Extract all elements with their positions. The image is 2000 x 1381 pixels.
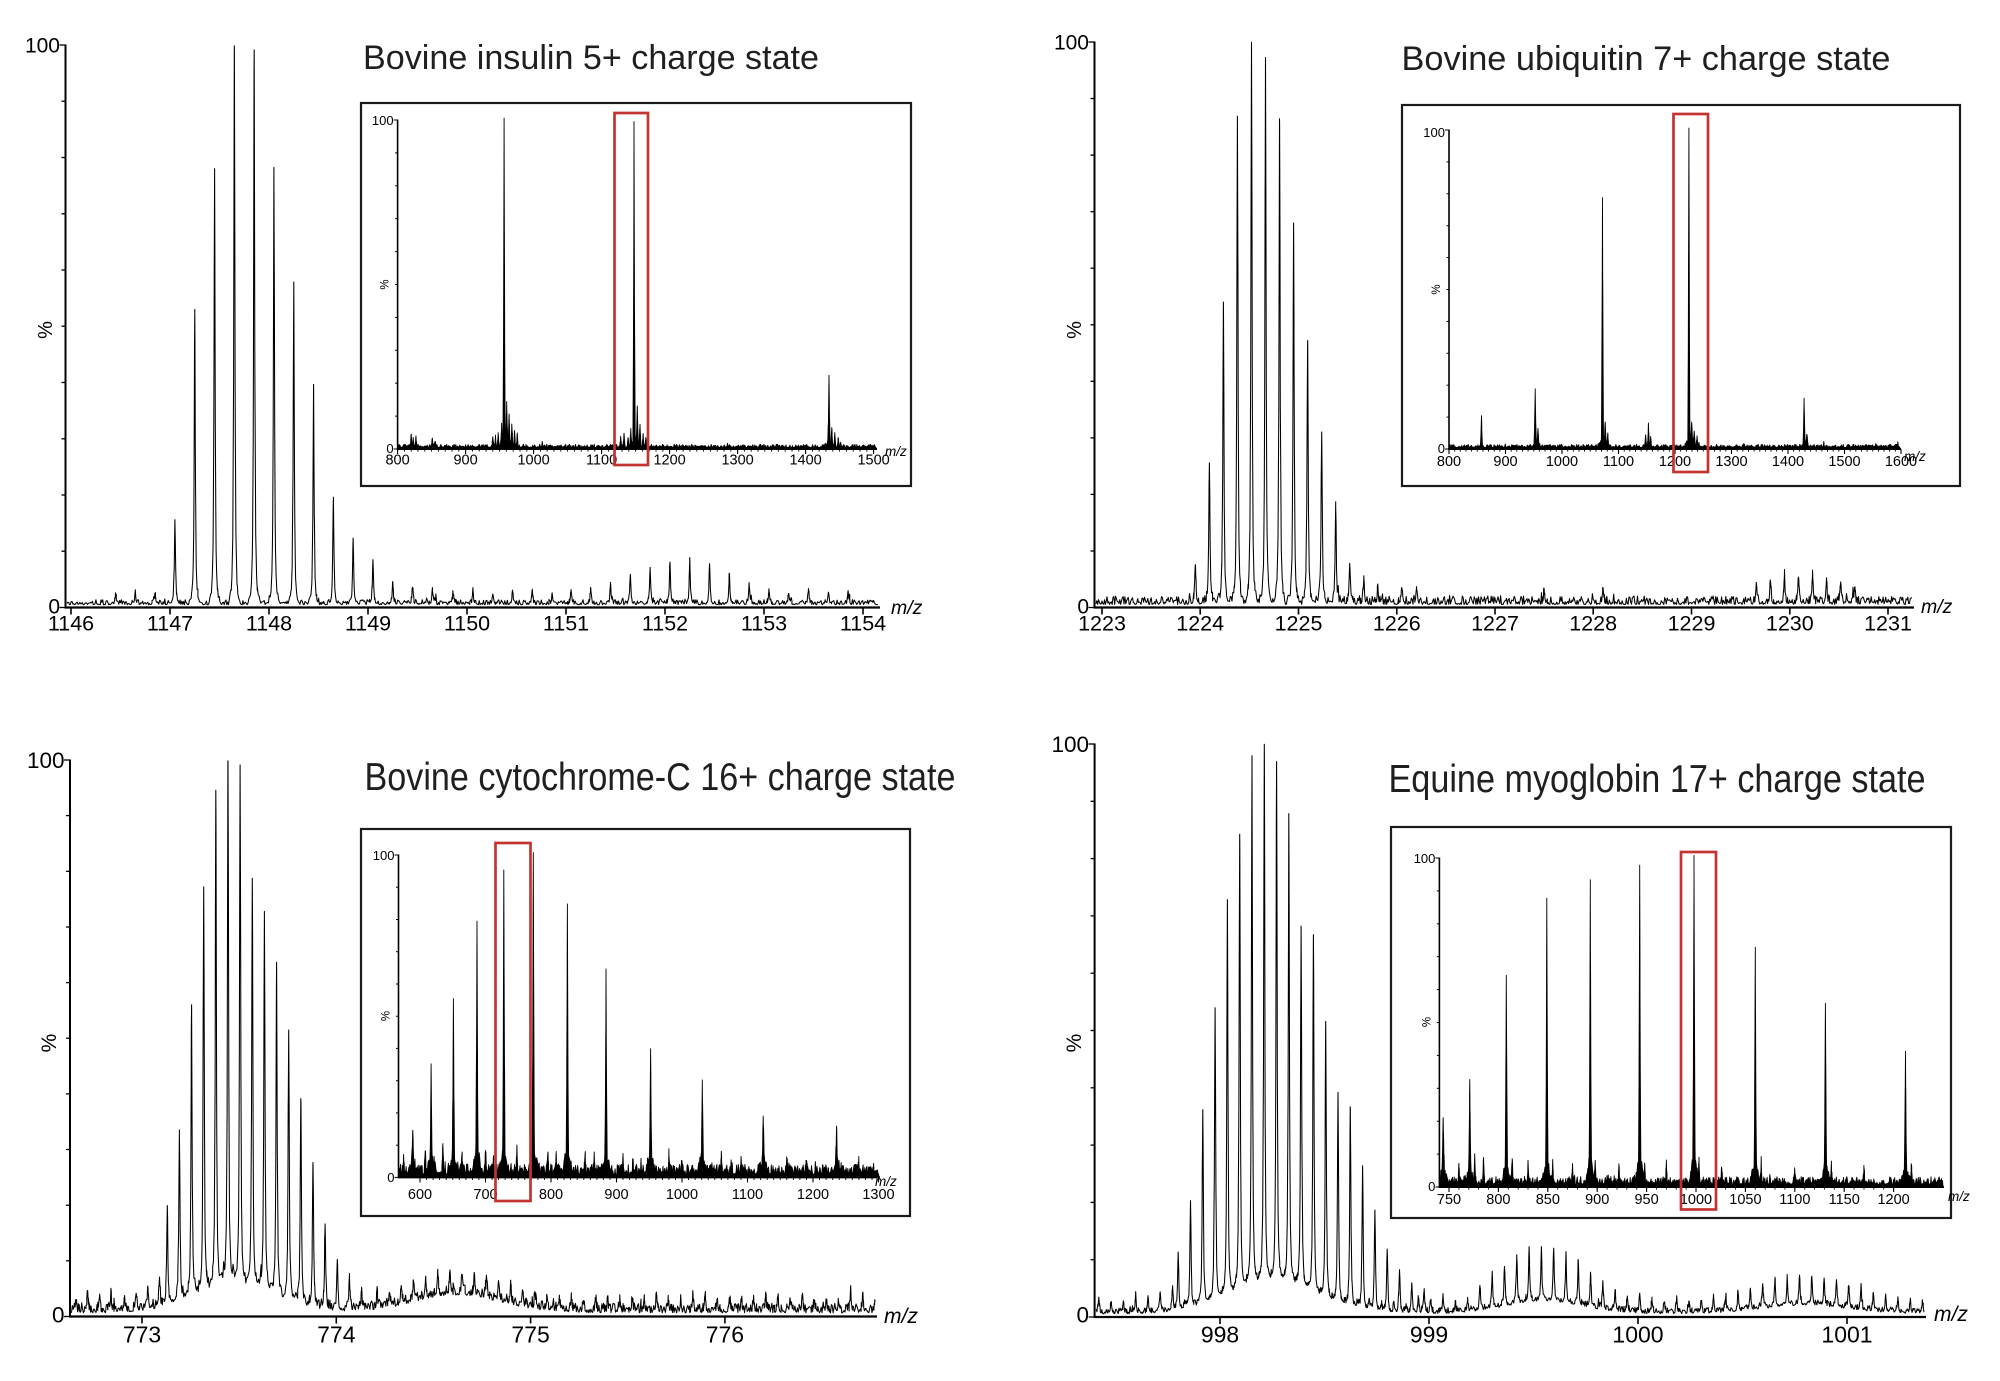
svg-text:1100: 1100 <box>586 453 617 469</box>
svg-text:0: 0 <box>1438 441 1445 456</box>
svg-text:m/z: m/z <box>1921 596 1953 618</box>
svg-text:0: 0 <box>386 441 393 456</box>
svg-text:m/z: m/z <box>1904 449 1926 464</box>
svg-text:1149: 1149 <box>345 612 391 636</box>
svg-text:800: 800 <box>1486 1192 1510 1208</box>
svg-text:1231: 1231 <box>1864 612 1912 636</box>
svg-text:800: 800 <box>1437 454 1461 470</box>
svg-text:Bovine insulin 5+ charge state: Bovine insulin 5+ charge state <box>363 39 819 77</box>
svg-text:100: 100 <box>1051 732 1089 757</box>
svg-text:Equine myoglobin 17+ charge st: Equine myoglobin 17+ charge state <box>1389 758 1926 801</box>
svg-text:1153: 1153 <box>741 612 787 636</box>
svg-text:1148: 1148 <box>246 612 292 636</box>
svg-text:800: 800 <box>385 453 409 469</box>
svg-text:0: 0 <box>48 596 60 619</box>
svg-text:1228: 1228 <box>1569 612 1617 636</box>
svg-text:1223: 1223 <box>1078 612 1126 636</box>
svg-text:1146: 1146 <box>48 612 94 636</box>
svg-text:1100: 1100 <box>1779 1192 1810 1208</box>
svg-text:1000: 1000 <box>1612 1322 1663 1348</box>
svg-text:900: 900 <box>1493 454 1517 470</box>
svg-text:1154: 1154 <box>840 612 886 636</box>
svg-text:1300: 1300 <box>1715 454 1747 470</box>
svg-text:%: % <box>1063 1034 1086 1053</box>
svg-text:%: % <box>1421 1017 1433 1027</box>
svg-text:100: 100 <box>1423 125 1445 140</box>
svg-text:1100: 1100 <box>1603 454 1634 470</box>
svg-text:%: % <box>381 1011 393 1021</box>
svg-text:1000: 1000 <box>517 453 549 469</box>
svg-text:700: 700 <box>473 1187 497 1203</box>
svg-text:776: 776 <box>706 1322 744 1348</box>
svg-text:1500: 1500 <box>1828 454 1860 470</box>
svg-text:%: % <box>35 321 57 339</box>
svg-text:1200: 1200 <box>1659 454 1691 470</box>
svg-text:1400: 1400 <box>1772 454 1804 470</box>
svg-text:1227: 1227 <box>1471 612 1519 636</box>
svg-text:m/z: m/z <box>1934 1303 1968 1326</box>
svg-text:774: 774 <box>317 1322 356 1348</box>
svg-text:1300: 1300 <box>862 1187 894 1203</box>
svg-text:1000: 1000 <box>1546 454 1578 470</box>
svg-text:775: 775 <box>511 1322 549 1348</box>
svg-text:999: 999 <box>1410 1322 1448 1348</box>
svg-text:850: 850 <box>1536 1192 1560 1208</box>
svg-text:1000: 1000 <box>666 1187 698 1203</box>
svg-text:1600: 1600 <box>1885 454 1917 470</box>
svg-text:100: 100 <box>373 848 395 863</box>
svg-text:998: 998 <box>1201 1322 1239 1348</box>
svg-text:1150: 1150 <box>444 612 490 636</box>
svg-text:773: 773 <box>123 1322 161 1348</box>
svg-text:0: 0 <box>52 1303 65 1328</box>
svg-text:m/z: m/z <box>1948 1189 1970 1204</box>
svg-text:1150: 1150 <box>1829 1192 1860 1208</box>
svg-text:1400: 1400 <box>789 453 821 469</box>
svg-text:1151: 1151 <box>543 612 589 636</box>
svg-text:100: 100 <box>372 113 394 128</box>
svg-text:900: 900 <box>453 453 477 469</box>
svg-text:900: 900 <box>1585 1192 1609 1208</box>
svg-text:100: 100 <box>27 748 65 773</box>
svg-text:800: 800 <box>539 1187 563 1203</box>
svg-text:0: 0 <box>1428 1179 1435 1194</box>
svg-text:0: 0 <box>1076 1303 1089 1328</box>
svg-text:1229: 1229 <box>1668 612 1716 636</box>
svg-text:m/z: m/z <box>891 597 923 619</box>
svg-text:1000: 1000 <box>1680 1192 1712 1208</box>
svg-text:1100: 1100 <box>732 1187 763 1203</box>
svg-text:100: 100 <box>1054 32 1089 55</box>
svg-text:m/z: m/z <box>885 444 907 459</box>
svg-text:100: 100 <box>25 35 60 58</box>
svg-text:%: % <box>1064 321 1086 339</box>
svg-text:1300: 1300 <box>721 453 753 469</box>
svg-text:1001: 1001 <box>1821 1322 1872 1348</box>
svg-text:1500: 1500 <box>857 453 889 469</box>
svg-text:1152: 1152 <box>642 612 688 636</box>
svg-text:Bovine cytochrome-C 16+ charge: Bovine cytochrome-C 16+ charge state <box>365 756 956 799</box>
svg-text:0: 0 <box>1077 596 1089 619</box>
svg-text:750: 750 <box>1437 1192 1461 1208</box>
svg-text:m/z: m/z <box>884 1305 918 1328</box>
svg-text:1225: 1225 <box>1275 612 1323 636</box>
svg-text:1200: 1200 <box>1877 1192 1909 1208</box>
svg-text:1147: 1147 <box>147 612 193 636</box>
svg-text:600: 600 <box>408 1187 432 1203</box>
svg-text:950: 950 <box>1634 1192 1658 1208</box>
svg-text:1050: 1050 <box>1729 1192 1761 1208</box>
svg-text:100: 100 <box>1414 851 1436 866</box>
svg-text:900: 900 <box>604 1187 628 1203</box>
svg-text:0: 0 <box>387 1170 394 1185</box>
svg-text:Bovine ubiquitin 7+ charge sta: Bovine ubiquitin 7+ charge state <box>1402 40 1891 78</box>
svg-text:m/z: m/z <box>875 1174 897 1189</box>
svg-text:1200: 1200 <box>797 1187 829 1203</box>
svg-text:1224: 1224 <box>1176 612 1224 636</box>
svg-text:1230: 1230 <box>1766 612 1814 636</box>
svg-text:%: % <box>380 279 392 289</box>
svg-text:%: % <box>38 1034 61 1053</box>
svg-text:1200: 1200 <box>653 453 685 469</box>
svg-text:%: % <box>1431 284 1443 294</box>
svg-text:1226: 1226 <box>1373 612 1421 636</box>
